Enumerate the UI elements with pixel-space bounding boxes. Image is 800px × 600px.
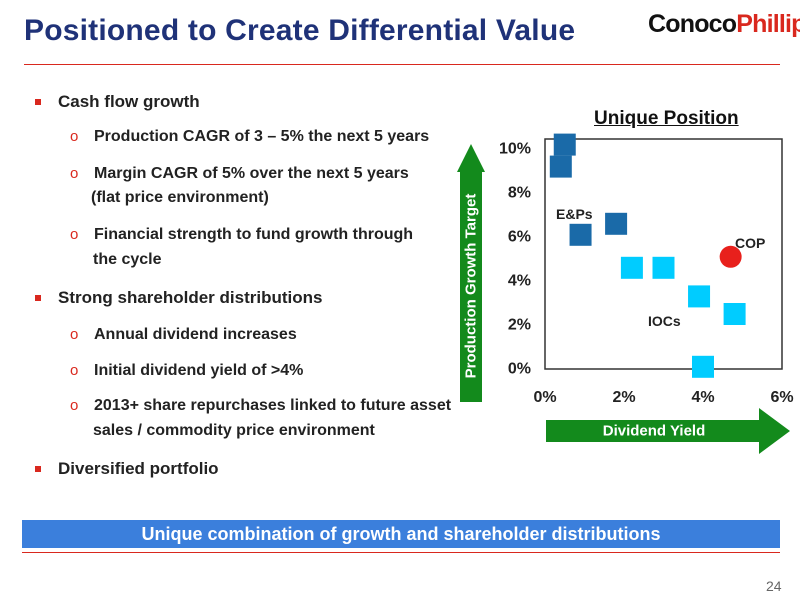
sub-bullet-financial: Financial strength to fund growth throug… [94, 226, 414, 243]
ioc-point [688, 285, 711, 308]
series-label-eps: E&Ps [556, 206, 593, 222]
y-tick-label: 4% [508, 273, 531, 290]
title-divider [24, 64, 780, 65]
page-number: 24 [766, 578, 782, 594]
ep-point [605, 212, 628, 235]
ep-point [553, 133, 576, 156]
bullet-cash-flow: Cash flow growth [58, 92, 200, 111]
footer-divider [22, 552, 780, 553]
sub-bullet-circle-icon: o [70, 397, 79, 414]
y-tick-label: 6% [508, 229, 531, 246]
chart-title: Unique Position [594, 108, 739, 129]
x-tick-label: 0% [533, 389, 556, 406]
sub-bullet-margin-continued: (flat price environment) [91, 189, 269, 206]
ioc-point [723, 303, 746, 325]
x-tick-labels: 0% 2% 4% 6% [533, 389, 793, 406]
cop-point [719, 245, 742, 268]
x-tick-label: 6% [770, 389, 793, 406]
x-tick-label: 2% [612, 389, 635, 406]
sub-bullet-circle-icon: o [70, 326, 79, 343]
series-label-iocs: IOCs [648, 313, 681, 329]
sub-bullet-circle-icon: o [70, 362, 79, 379]
bullet-square-icon [35, 99, 41, 105]
slide-title: Positioned to Create Differential Value [24, 14, 576, 47]
sub-bullet-dividend-increases: Annual dividend increases [94, 326, 297, 343]
ioc-point [652, 256, 675, 279]
y-tick-label: 10% [499, 141, 531, 158]
y-tick-label: 8% [508, 185, 531, 202]
sub-bullet-production: Production CAGR of 3 – 5% the next 5 yea… [94, 128, 430, 145]
logo-text-phillips: Phillips [736, 10, 800, 38]
sub-bullet-repurchases-continued: sales / commodity price environment [93, 422, 375, 439]
company-logo: ConocoPhillips [648, 10, 800, 39]
ep-point [569, 223, 592, 246]
y-tick-label: 2% [508, 317, 531, 334]
sub-bullet-margin: Margin CAGR of 5% over the next 5 years [94, 165, 409, 182]
sub-bullet-circle-icon: o [70, 128, 79, 145]
summary-banner: Unique combination of growth and shareho… [22, 520, 780, 548]
series-label-cop: COP [735, 235, 765, 251]
x-arrow-head [759, 408, 790, 454]
sub-bullet-circle-icon: o [70, 226, 79, 243]
y-arrow-shaft [460, 171, 482, 402]
y-axis-label: Production Growth Target [463, 194, 480, 379]
ep-point [549, 155, 572, 178]
logo-text-conoco: Conoco [648, 10, 737, 38]
x-axis-label: Dividend Yield [603, 423, 706, 440]
y-arrow-head [457, 144, 485, 172]
sub-bullet-circle-icon: o [70, 165, 79, 182]
data-points [549, 133, 746, 378]
sub-bullet-dividend-yield: Initial dividend yield of >4% [94, 362, 304, 379]
sub-bullet-repurchases: 2013+ share repurchases linked to future… [94, 397, 452, 414]
x-tick-label: 4% [691, 389, 714, 406]
bullet-square-icon [35, 295, 41, 301]
bullet-shareholder: Strong shareholder distributions [58, 288, 323, 307]
plot-area [544, 138, 783, 370]
sub-bullet-financial-continued: the cycle [93, 251, 162, 268]
bullet-diversified: Diversified portfolio [58, 459, 219, 478]
y-tick-labels: 0% 2% 4% 6% 8% 10% [499, 141, 531, 378]
x-arrow-shaft [546, 420, 760, 442]
ioc-point [620, 256, 643, 279]
bullet-square-icon [35, 466, 41, 472]
ioc-point [692, 355, 714, 378]
y-tick-label: 0% [508, 361, 531, 378]
